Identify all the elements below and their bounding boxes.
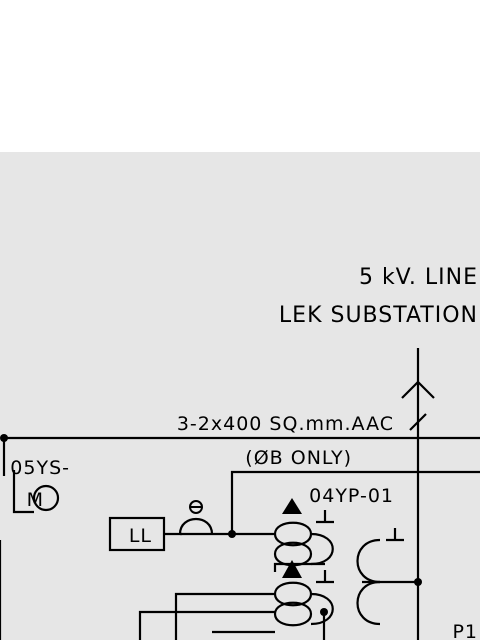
motor-lead-line bbox=[12, 470, 34, 514]
ground-symbols bbox=[316, 510, 404, 584]
arrow-head bbox=[401, 380, 435, 399]
ct-lead-top bbox=[273, 562, 325, 572]
lower-feeder-2 bbox=[174, 592, 275, 640]
p1-label: P1 bbox=[452, 621, 478, 640]
transformer-id-label: 04YP-01 bbox=[309, 485, 394, 507]
single-line-diagram: 5 kV. LINE LEK SUBSTATION 3-2x400 SQ.mm.… bbox=[0, 152, 480, 640]
lower-feeder-1 bbox=[138, 610, 275, 640]
phase-tap-line bbox=[230, 470, 480, 534]
line-voltage-label: 5 kV. LINE bbox=[359, 265, 478, 290]
triangle-marker-2-icon bbox=[282, 560, 302, 578]
secondary-1-icon bbox=[310, 532, 334, 566]
coil-icon bbox=[178, 500, 214, 535]
motor-symbol bbox=[12, 470, 60, 514]
diagram-canvas: 5 kV. LINE LEK SUBSTATION 3-2x400 SQ.mm.… bbox=[0, 152, 480, 640]
phase-note-label: (ØB ONLY) bbox=[245, 447, 352, 469]
conductor-tick bbox=[409, 413, 427, 431]
mirrored-labels: 5 kV. LINE LEK SUBSTATION 3-2x400 SQ.mm.… bbox=[10, 265, 478, 640]
winding-4-icon bbox=[273, 601, 313, 627]
big-coil-lower-icon bbox=[356, 580, 381, 626]
big-coil-upper-icon bbox=[356, 538, 381, 584]
secondary-2-icon bbox=[310, 592, 334, 626]
triangle-marker-1-icon bbox=[282, 498, 302, 514]
motor-tag-label: 05YS- bbox=[10, 457, 70, 479]
ll-box-label: LL bbox=[129, 525, 152, 547]
winding-2-icon bbox=[273, 541, 313, 567]
transformer-windings bbox=[273, 498, 381, 627]
right-junction-dot bbox=[414, 578, 422, 586]
ct-junction-dot bbox=[320, 608, 328, 616]
coil-loop-icon bbox=[178, 518, 214, 535]
diagram-background bbox=[0, 152, 480, 640]
wiring bbox=[0, 348, 480, 640]
motor-circle-icon bbox=[32, 484, 60, 512]
substation-label: LEK SUBSTATION bbox=[279, 303, 478, 328]
conductor-label: 3-2x400 SQ.mm.AAC bbox=[177, 413, 394, 435]
blank-top-band bbox=[0, 0, 480, 152]
tap-junction-dot bbox=[228, 530, 236, 538]
